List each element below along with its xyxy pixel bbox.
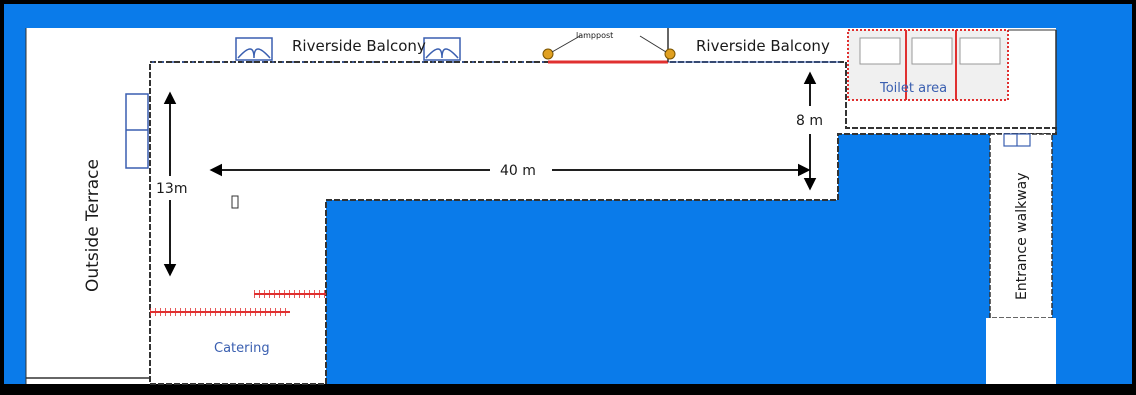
entrance-door <box>1003 133 1031 147</box>
lamppost-pointer-left <box>551 35 581 53</box>
window-unit-1 <box>235 37 273 61</box>
toilet-block <box>847 29 1009 101</box>
entrance-walkway-label: Entrance walkway <box>1014 172 1030 300</box>
lamppost-icon-right <box>664 48 676 60</box>
dim-height-right-label: 8 m <box>796 113 823 129</box>
outside-terrace-area <box>26 28 150 384</box>
catering-label: Catering <box>214 341 270 356</box>
fixture-marker <box>231 195 239 209</box>
main-hall <box>149 61 1057 385</box>
balcony-left-label: Riverside Balcony <box>292 37 426 55</box>
dim-height-left-label: 13m <box>156 181 187 197</box>
lamppost-label: lamppost <box>576 31 613 40</box>
lamppost-pointer-right <box>639 35 667 53</box>
toilet-area-label: Toilet area <box>879 81 947 96</box>
window-unit-2 <box>423 37 461 61</box>
outside-terrace-label: Outside Terrace <box>83 159 103 292</box>
entrance-walkway-lower <box>986 318 1056 384</box>
entrance-walkway-area <box>989 133 1053 319</box>
balcony-right-label: Riverside Balcony <box>696 37 830 55</box>
window-unit-3 <box>125 93 149 169</box>
dim-width-label: 40 m <box>500 163 536 179</box>
lamppost-icon-left <box>542 48 554 60</box>
